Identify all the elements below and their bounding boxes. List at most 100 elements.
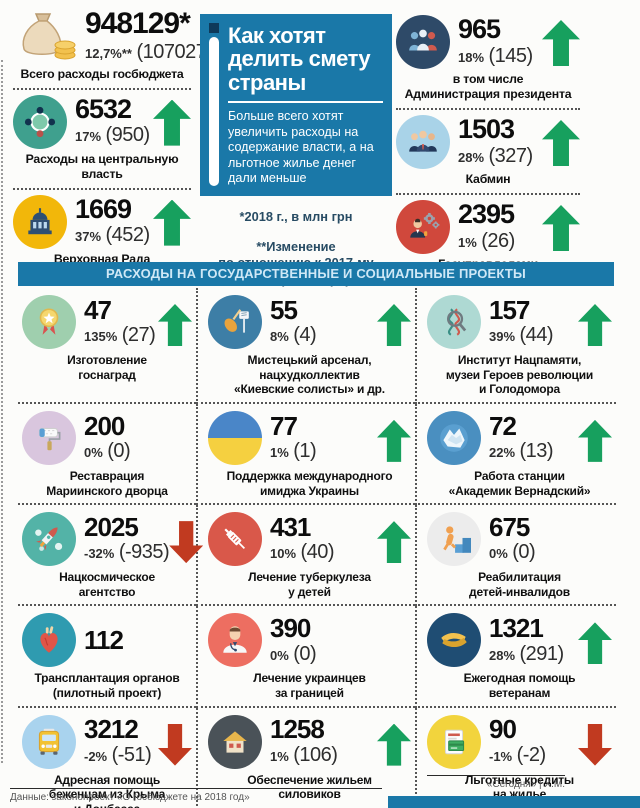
stat-value: 965 [458, 14, 501, 45]
cell-treatment-abroad: 390 0% (0) Лечение украинцев за границей [196, 606, 415, 708]
title-accent-bar [209, 37, 219, 186]
footnote-units: *2018 г., в млн грн [239, 208, 353, 224]
arts-violin-icon [208, 295, 262, 349]
stat-abs: (950) [105, 124, 150, 147]
stat-value: 200 [84, 410, 125, 441]
cell-housing-security-forces: 1258 1% (106) Обеспечение жильем силовик… [196, 707, 415, 808]
treatment-abroad-doctor-icon [208, 613, 262, 668]
stat-abs: (452) [105, 224, 150, 247]
stat-abs: (-935) [118, 541, 170, 564]
stat-abs: (44) [519, 324, 554, 347]
stat-value: 55 [270, 294, 298, 325]
stat-abs: (13) [519, 440, 554, 463]
cell-palace-restoration: 200 0% (0) Реставрация Мариинского дворц… [18, 404, 196, 506]
stat-label: Поддержка международного имиджа Украины [226, 468, 393, 498]
trend-arrow [542, 205, 580, 251]
stat-pct: -2% [84, 748, 108, 764]
stat-label: Реабилитация детей-инвалидов [469, 570, 570, 599]
stat-value: 77 [270, 410, 298, 441]
stat-parliament: 1669 37% (452) Верховная Рада [13, 190, 191, 273]
cell-veterans-aid: 1321 28% (291) Ежегодная помощь ветерана… [415, 606, 616, 708]
stat-pct: 39% [489, 329, 516, 345]
left-edge-dotted-line [1, 60, 3, 763]
stat-pct: -1% [489, 748, 513, 764]
stat-pct: 17% [75, 129, 102, 145]
state-affairs-icon [396, 200, 450, 254]
stat-label: Институт Нацпамяти, музеи Героев революц… [445, 353, 594, 397]
stat-value: 948129* [85, 7, 191, 40]
stat-total-budget: 948129* 12,7%** (107027) Всего расходы г… [13, 4, 251, 90]
stat-pct: 8% [270, 329, 289, 345]
stat-value: 72 [489, 410, 517, 441]
stat-cabinet: 1503 28% (327) Кабмин [396, 110, 580, 195]
organ-transplant-heart-icon [22, 613, 76, 668]
veterans-hands-icon [427, 613, 481, 668]
stat-pct: 12,7%** [85, 45, 132, 61]
stat-value: 90 [489, 714, 517, 745]
trend-arrow [578, 723, 612, 766]
stat-value: 157 [489, 294, 530, 325]
stat-label: Обеспечение жильем силовиков [247, 772, 372, 802]
stat-label: Трансплантация органов (пилотный проект) [34, 671, 180, 700]
stat-value: 431 [270, 511, 311, 542]
credit-card-icon [427, 714, 481, 769]
trend-arrow [578, 622, 612, 665]
stat-value: 675 [489, 511, 530, 542]
trend-arrow [377, 419, 411, 462]
stat-value: 2395 [458, 199, 515, 230]
trend-arrow [158, 304, 192, 346]
trend-arrow [542, 20, 580, 66]
cell-organ-transplant: 112 Трансплантация органов (пилотный про… [18, 606, 196, 708]
rehabilitation-stairs-icon [427, 512, 481, 567]
data-source-note: Данные: законопроект «О госбюджете на 20… [10, 788, 382, 803]
stat-abs: (-51) [111, 743, 152, 766]
stat-abs: (291) [519, 642, 564, 665]
stat-value: 6532 [75, 93, 132, 124]
stat-abs: (26) [481, 229, 515, 252]
stat-label: в том числе Администрация президента [404, 72, 572, 101]
page-subtitle: Больше всего хотят увеличить расходы на … [228, 108, 374, 186]
title-divider [228, 100, 383, 103]
stat-pct: 28% [489, 647, 516, 663]
central-government-icon [13, 94, 67, 149]
cell-arts: 55 8% (4) Мистецький арсенал, нацхудколл… [196, 288, 415, 404]
stat-value: 390 [270, 613, 311, 644]
stat-value: 2025 [84, 511, 139, 542]
refugees-bus-icon [22, 714, 76, 769]
stat-abs: (106) [293, 743, 338, 766]
cell-state-awards: 47 135% (27) Изготовление госнаград [18, 288, 196, 404]
stat-label: Всего расходы госбюджета [20, 66, 184, 81]
cabinet-ministers-icon [396, 115, 450, 169]
restoration-paint-roller-icon [22, 410, 76, 465]
trend-arrow [542, 120, 580, 166]
stat-abs: (107027) [136, 40, 213, 63]
stat-label: Изготовление госнаград [67, 353, 147, 382]
title-box: Как хотят делить смету страны Больше все… [200, 14, 392, 196]
stat-pct: 28% [458, 149, 485, 165]
national-memory-search-icon [427, 295, 481, 349]
top-section: 948129* 12,7%** (107027) Всего расходы г… [0, 0, 640, 287]
stat-abs: (27) [121, 324, 156, 347]
stat-value: 112 [84, 624, 124, 655]
stat-label: Расходы на центральную власть [25, 151, 179, 181]
stat-pct: 37% [75, 229, 102, 245]
presidential-administration-icon [396, 15, 450, 69]
trend-arrow [153, 199, 191, 246]
cell-housing-credits: 90 -1% (-2) Льготные кредиты на жилье [415, 707, 616, 808]
space-rocket-icon [22, 512, 76, 567]
stat-label: Реставрация Мариинского дворца [46, 468, 168, 498]
publisher-credit: «Сегодня» | Х.М. [427, 775, 565, 790]
state-awards-medal-icon [22, 295, 76, 349]
stat-pct: 0% [270, 647, 289, 663]
stat-abs: (1) [293, 440, 317, 463]
cell-space-agency: 2025 -32% (-935) Нацкосмическое агентств… [18, 505, 204, 607]
stat-abs: (0) [107, 440, 131, 463]
stat-value: 1503 [458, 114, 515, 145]
ukraine-flag-icon [208, 410, 262, 465]
title-accent-square [209, 23, 219, 33]
stat-pct: 1% [270, 748, 289, 764]
trend-arrow [578, 304, 612, 346]
stat-abs: (0) [512, 541, 536, 564]
antarctic-station-icon [427, 410, 481, 465]
trend-arrow [377, 304, 411, 346]
